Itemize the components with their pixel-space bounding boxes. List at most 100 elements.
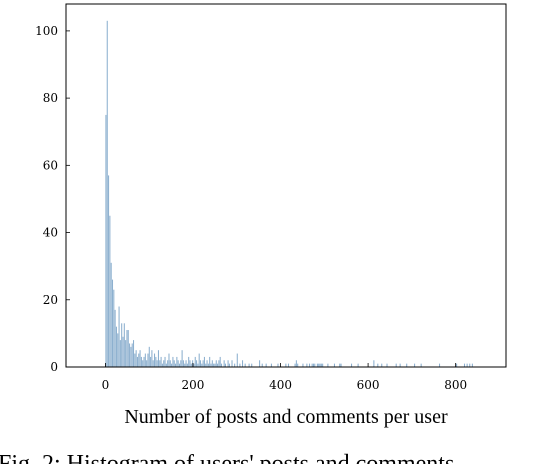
histogram-bar (172, 356, 174, 367)
histogram-bar (201, 363, 203, 367)
histogram-bar (377, 363, 379, 367)
histogram-bar (113, 289, 115, 367)
x-axis-label: Number of posts and comments per user (124, 406, 448, 428)
histogram-bar (180, 360, 182, 367)
histogram-bar (167, 360, 169, 367)
histogram-bar (386, 363, 388, 367)
histogram-bar (122, 336, 124, 367)
histogram-bar (213, 363, 215, 367)
histogram-bar (177, 360, 179, 367)
histogram-bar (185, 360, 187, 367)
histogram-bar (206, 360, 208, 367)
histogram-bar (189, 360, 191, 367)
histogram-bar (147, 353, 149, 367)
histogram-bar (164, 356, 166, 367)
histogram-bar (209, 356, 211, 367)
histogram-bar (248, 363, 250, 367)
histogram-bar (439, 363, 441, 367)
histogram-bar (285, 363, 287, 367)
histogram-bar (261, 363, 263, 367)
histogram-bar (251, 363, 253, 367)
y-tick-label: 40 (43, 226, 58, 240)
histogram-bar (239, 363, 241, 367)
histogram-bar (190, 363, 192, 367)
histogram-bar (211, 360, 213, 367)
histogram-bar (223, 360, 225, 367)
histogram-bar (202, 360, 204, 367)
histogram-bar (173, 360, 175, 367)
histogram-bar (194, 356, 196, 367)
histogram-bar (373, 360, 375, 367)
histogram-bar (351, 363, 353, 367)
histogram-bar (399, 363, 401, 367)
histogram-bar (287, 363, 290, 367)
histogram-bar (339, 363, 341, 367)
histogram-bar (244, 363, 246, 367)
x-tick-label: 800 (444, 378, 467, 392)
histogram-bar (463, 363, 466, 367)
histogram-bar (302, 363, 304, 367)
histogram-bar (105, 114, 107, 367)
histogram-bar (140, 356, 142, 367)
histogram-bar (181, 350, 183, 367)
histogram-bar (142, 360, 144, 367)
histogram-bar (314, 363, 316, 367)
histogram-bar (265, 363, 267, 367)
histogram-bar (193, 363, 195, 367)
histogram-bar (320, 363, 322, 367)
x-tick-label: 400 (269, 378, 292, 392)
histogram-bar (176, 356, 178, 367)
x-axis-ticks: 0 200 400 600 800 (102, 363, 467, 392)
histogram-bar (306, 363, 308, 367)
y-tick-label: 20 (43, 293, 58, 307)
histogram-bar (146, 360, 148, 367)
histogram-bar (171, 363, 173, 367)
histogram-bar (186, 363, 188, 367)
histogram-bar (150, 356, 152, 367)
histogram-bar (175, 363, 177, 367)
histogram-bar (456, 363, 458, 367)
histogram-bar (182, 360, 184, 367)
histogram-bar (414, 363, 416, 367)
histogram-bar (119, 340, 121, 367)
histogram-bar (155, 356, 157, 367)
histogram-bar (220, 363, 223, 367)
histogram-bar (406, 363, 408, 367)
histogram-bar (117, 333, 119, 367)
figure-caption: Fig. 2: Histogram of users' posts and co… (0, 451, 454, 464)
histogram-bar (165, 363, 167, 367)
histogram-bar (215, 360, 217, 367)
histogram-bar (295, 360, 297, 367)
histogram-bar (139, 350, 141, 367)
histogram-bar (111, 279, 114, 367)
histogram-bar (259, 360, 261, 367)
x-tick-label: 0 (102, 378, 110, 392)
histogram-bar (110, 262, 112, 367)
histogram-bar (125, 340, 127, 367)
histogram-bar (152, 360, 154, 367)
histogram-bar (143, 356, 145, 367)
histogram-bar (197, 363, 199, 367)
plot-frame (65, 3, 507, 368)
histogram-bar (294, 363, 296, 367)
histogram-bar (236, 353, 238, 367)
histogram-bars (105, 20, 473, 368)
histogram-bar (106, 20, 108, 368)
histogram-bar (144, 353, 146, 367)
histogram-bar (340, 363, 342, 367)
histogram-bar (311, 363, 313, 367)
y-axis-ticks: 0 20 40 60 80 100 (35, 24, 70, 374)
histogram-bar (184, 363, 186, 367)
histogram-bar (156, 360, 158, 367)
y-tick-label: 60 (43, 158, 58, 172)
histogram-bar (297, 363, 299, 367)
histogram-bar (161, 363, 163, 367)
x-tick-label: 600 (357, 378, 380, 392)
histogram-bar (127, 330, 129, 367)
histogram-bar (357, 363, 359, 367)
histogram-bar (178, 363, 181, 367)
histogram-bar (395, 363, 397, 367)
histogram-bar (322, 363, 324, 367)
histogram-bar (188, 356, 190, 367)
